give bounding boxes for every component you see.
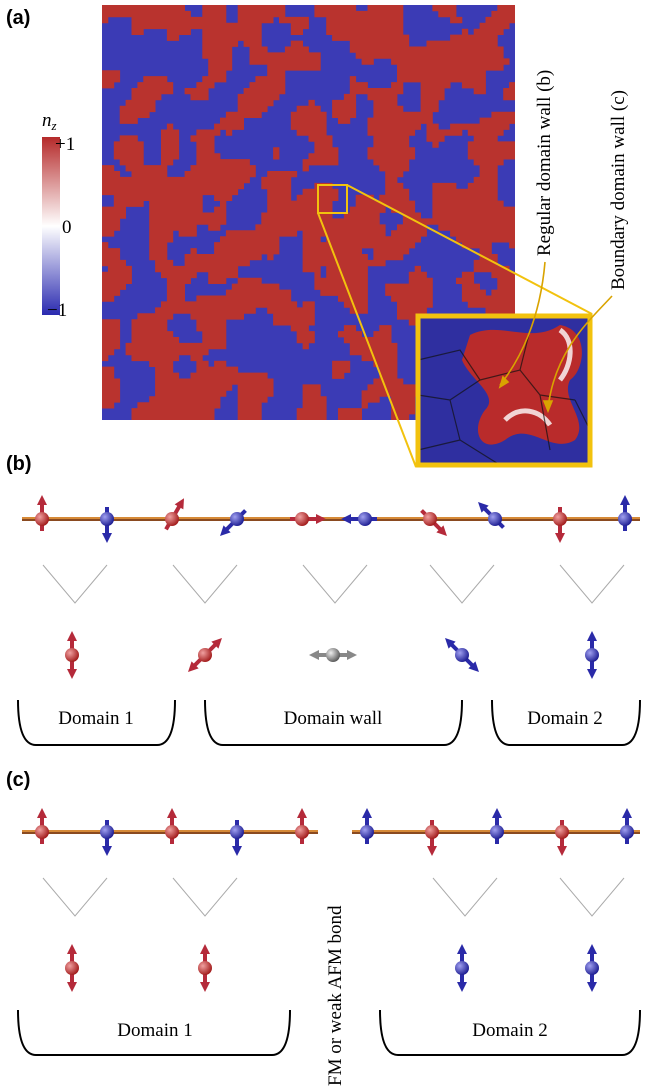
- arrowhead: [200, 982, 210, 992]
- arrowhead: [102, 533, 112, 543]
- arrowhead: [587, 669, 597, 679]
- arrowhead: [457, 982, 467, 992]
- combine-lines: [560, 565, 624, 603]
- spin-ball: [198, 961, 212, 975]
- arrowhead: [232, 846, 242, 856]
- arrowhead: [622, 808, 632, 818]
- spin-ball: [65, 961, 79, 975]
- arrowhead: [297, 808, 307, 818]
- spin-ball: [620, 825, 634, 839]
- colorbar: [42, 137, 60, 315]
- combine-lines: [433, 878, 497, 916]
- arrowhead: [587, 982, 597, 992]
- arrowhead: [347, 650, 357, 660]
- arrowhead: [362, 808, 372, 818]
- spin-ball: [358, 512, 372, 526]
- arrowhead: [37, 495, 47, 505]
- spin-ball: [488, 512, 502, 526]
- colorbar-label-n: n: [42, 110, 52, 131]
- arrowhead: [67, 944, 77, 954]
- arrowhead: [587, 631, 597, 641]
- spin-ball: [35, 512, 49, 526]
- combine-lines: [43, 878, 107, 916]
- group-label: Domain 2: [472, 1020, 547, 1041]
- combine-lines: [173, 565, 237, 603]
- arrowhead: [102, 846, 112, 856]
- arrowhead: [457, 944, 467, 954]
- colorbar-tick: 0: [62, 217, 72, 238]
- spin-ball: [326, 648, 340, 662]
- spin-ball: [618, 512, 632, 526]
- spin-ball: [198, 648, 212, 662]
- bond-label: FM or weak AFM bond: [325, 905, 346, 1086]
- spin-ball: [295, 825, 309, 839]
- spin-ball: [585, 648, 599, 662]
- spin-ball: [553, 512, 567, 526]
- colorbar-label: nz: [42, 110, 57, 133]
- spin-ball: [360, 825, 374, 839]
- spin-ball: [165, 512, 179, 526]
- group-label: Domain 2: [527, 708, 602, 729]
- figure: (a) (b) (c) nz +1 0 −1 Regular domain wa…: [0, 0, 647, 1090]
- spin-ball: [35, 825, 49, 839]
- panel-label: (a): [6, 7, 30, 29]
- arrowhead: [67, 669, 77, 679]
- arrowhead: [67, 631, 77, 641]
- spin-ball: [230, 825, 244, 839]
- spin-ball: [423, 512, 437, 526]
- arrowhead: [492, 808, 502, 818]
- combine-lines: [430, 565, 494, 603]
- arrowhead: [557, 846, 567, 856]
- arrowhead: [316, 514, 326, 524]
- spin-ball: [295, 512, 309, 526]
- annotation: Regular domain wall (b): [534, 70, 555, 256]
- colorbar-tick: +1: [55, 134, 75, 155]
- panel-label: (b): [6, 453, 32, 475]
- arrowhead: [37, 808, 47, 818]
- arrowhead: [309, 650, 319, 660]
- spin-ball: [490, 825, 504, 839]
- arrowhead: [587, 944, 597, 954]
- combine-lines: [303, 565, 367, 603]
- combine-lines: [43, 565, 107, 603]
- inset: [418, 316, 590, 465]
- arrowhead: [200, 944, 210, 954]
- group-label: Domain wall: [284, 708, 383, 729]
- spin-ball: [555, 825, 569, 839]
- arrowhead: [341, 514, 351, 524]
- arrowhead: [167, 808, 177, 818]
- arrowhead: [427, 846, 437, 856]
- spin-ball: [165, 825, 179, 839]
- spin-ball: [425, 825, 439, 839]
- panel-label: (c): [6, 769, 30, 791]
- annotation: Boundary domain wall (c): [608, 90, 629, 290]
- spin-ball: [455, 961, 469, 975]
- arrowhead: [67, 982, 77, 992]
- colorbar-tick: −1: [47, 300, 67, 321]
- colorbar-label-sub: z: [51, 118, 57, 133]
- arrowhead: [620, 495, 630, 505]
- arrowhead: [555, 533, 565, 543]
- spin-ball: [585, 961, 599, 975]
- combine-lines: [173, 878, 237, 916]
- spin-ball: [100, 825, 114, 839]
- spin-ball: [230, 512, 244, 526]
- group-label: Domain 1: [58, 708, 133, 729]
- combine-lines: [560, 878, 624, 916]
- spin-ball: [100, 512, 114, 526]
- spin-ball: [65, 648, 79, 662]
- spin-ball: [455, 648, 469, 662]
- group-label: Domain 1: [117, 1020, 192, 1041]
